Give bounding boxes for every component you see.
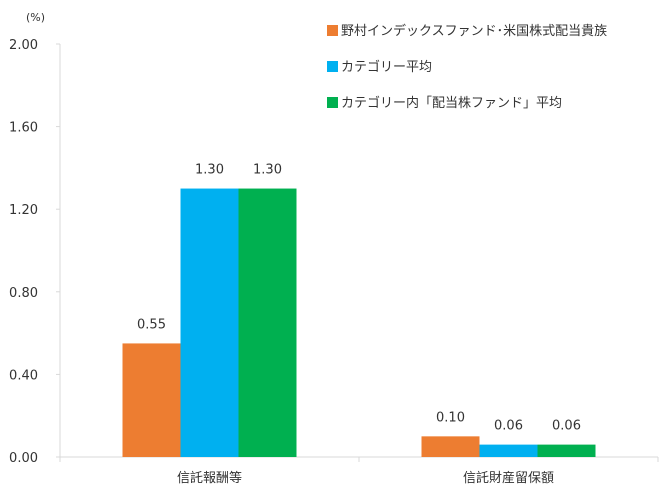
y-tick-label: 2.00 [9, 38, 38, 53]
legend-label-2: カテゴリー平均 [341, 59, 432, 75]
data-label: 0.10 [436, 410, 465, 425]
legend-label-1: 野村インデックスファンド･米国株式配当貴族 [341, 23, 607, 39]
data-label: 0.55 [137, 317, 166, 332]
y-tick-label: 0.80 [9, 286, 38, 301]
x-category-label: 信託報酬等 [177, 470, 242, 486]
bar-2-series-1 [421, 436, 480, 457]
data-label: 0.06 [494, 419, 523, 434]
legend-swatch-1 [327, 25, 338, 36]
y-tick-label: 0.00 [9, 451, 38, 466]
legend-swatch-3 [327, 97, 338, 108]
bar-1-series-2 [180, 188, 239, 458]
data-label: 0.06 [552, 419, 581, 434]
y-tick-label: 1.60 [9, 121, 38, 136]
bar-2-series-3 [537, 444, 596, 457]
data-label: 1.30 [195, 163, 224, 178]
y-tick-label: 0.40 [9, 368, 38, 383]
x-category-label: 信託財産留保額 [463, 470, 554, 486]
bar-2-series-2 [479, 444, 538, 457]
bar-1-series-1 [122, 343, 181, 457]
legend-swatch-2 [327, 61, 338, 72]
y-unit-label: (%) [26, 11, 45, 24]
y-tick-label: 1.20 [9, 203, 38, 218]
bar-1-series-3 [238, 188, 297, 458]
legend-label-3: カテゴリー内「配当株ファンド」平均 [341, 95, 562, 111]
data-label: 1.30 [253, 163, 282, 178]
